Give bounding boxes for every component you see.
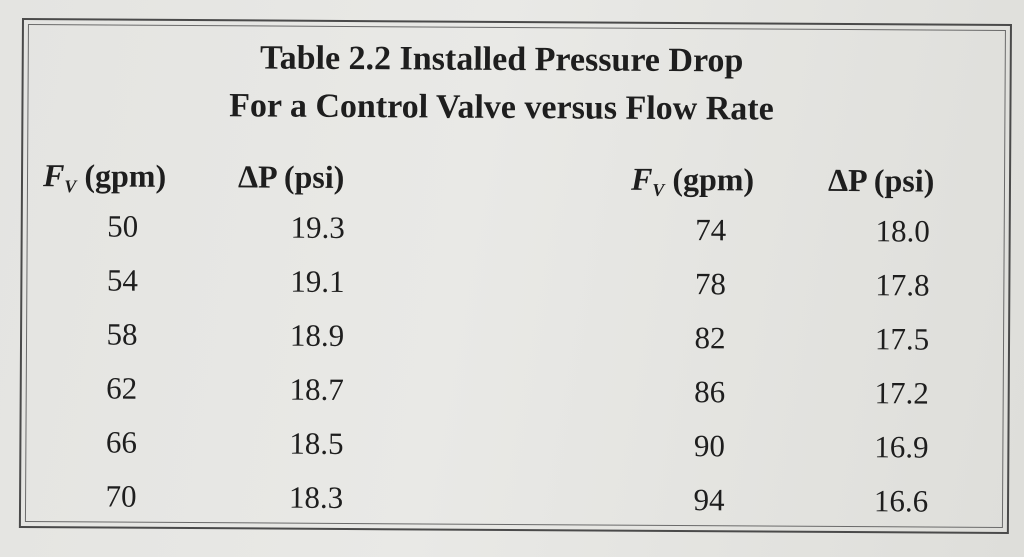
header-left-dp: ΔP (psi) <box>237 158 345 195</box>
pressure-drop-cell: 18.7 <box>289 371 344 407</box>
flow-rate-cell: 78 <box>694 266 726 302</box>
header-right-dp: ΔP (psi) <box>827 161 935 199</box>
flow-rate-cell: 66 <box>105 424 138 460</box>
table-frame: Table 2.2 Installed Pressure Drop For a … <box>18 18 1012 535</box>
flow-rate-cell: 70 <box>105 478 137 514</box>
pressure-drop-cell: 18.9 <box>289 317 345 353</box>
pressure-drop-cell: 16.9 <box>874 429 929 465</box>
header-left-fv: FV (gpm) <box>42 157 167 197</box>
flow-rate-cell: 54 <box>106 262 139 298</box>
flow-rate-cell: 94 <box>693 482 725 518</box>
pressure-drop-cell: 18.5 <box>289 425 344 461</box>
flow-rate-cell: 50 <box>107 208 139 244</box>
pressure-drop-cell: 17.5 <box>874 321 930 357</box>
pressure-drop-cell: 17.8 <box>875 267 930 303</box>
pressure-drop-cell: 18.3 <box>288 479 344 515</box>
flow-rate-cell: 62 <box>106 370 138 406</box>
pressure-drop-cell: 16.6 <box>873 483 929 519</box>
pressure-drop-cell: 17.2 <box>874 375 929 411</box>
table-title-line2: For a Control Valve versus Flow Rate <box>229 87 774 128</box>
flow-rate-cell: 82 <box>694 320 726 356</box>
pressure-drop-cell: 19.3 <box>290 209 345 245</box>
flow-rate-cell: 86 <box>694 374 726 410</box>
flow-rate-cell: 58 <box>106 316 138 352</box>
pressure-drop-cell: 19.1 <box>290 263 345 299</box>
flow-rate-cell: 74 <box>695 212 727 248</box>
pressure-drop-cell: 18.0 <box>875 213 930 249</box>
table-title-line1: Table 2.2 Installed Pressure Drop <box>259 39 744 80</box>
flow-rate-cell: 90 <box>693 428 726 464</box>
header-right-fv: FV (gpm) <box>630 160 755 200</box>
